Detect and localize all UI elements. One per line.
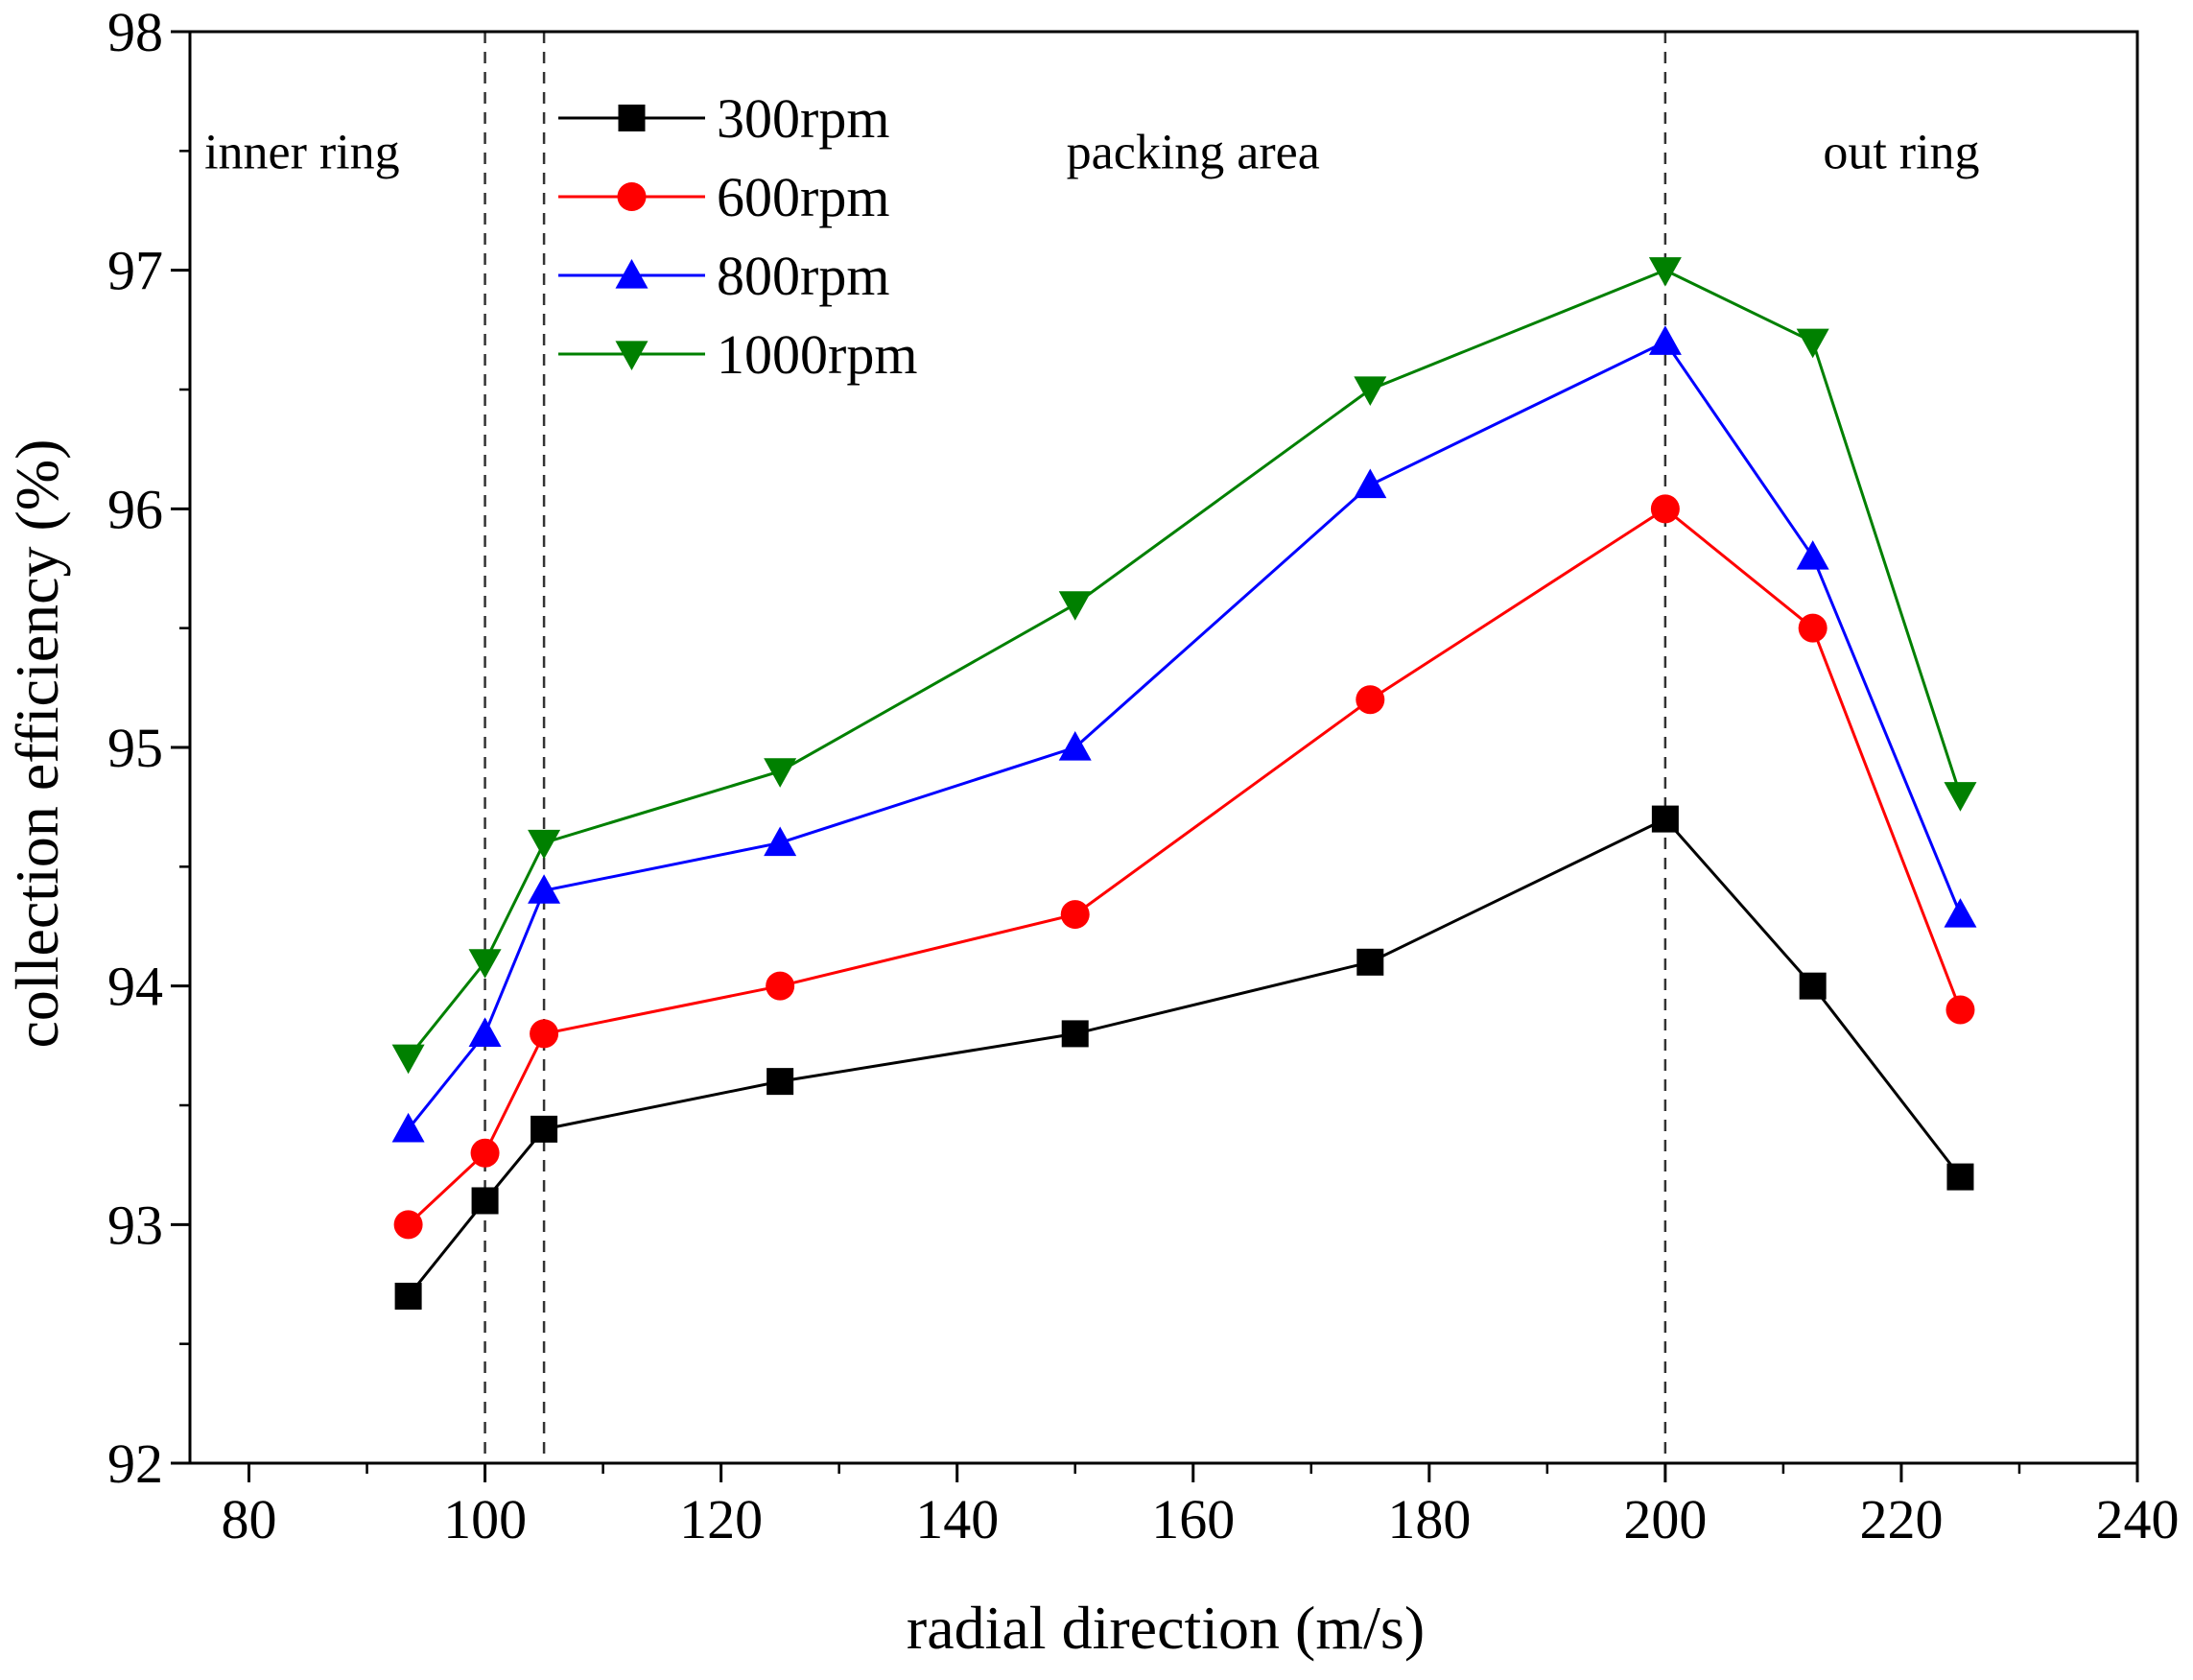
x-tick-label: 180 — [1387, 1488, 1471, 1550]
y-tick-label: 97 — [107, 240, 163, 302]
plot-frame — [188, 30, 2139, 1465]
series-600rpm — [393, 494, 1975, 1240]
x-tick-label: 240 — [2096, 1488, 2180, 1550]
series-1000rpm — [391, 257, 1977, 1075]
data-point-300rpm — [1356, 948, 1384, 976]
data-point-1000rpm — [1058, 591, 1092, 621]
data-point-1000rpm — [468, 949, 502, 979]
data-point-800rpm — [1944, 898, 1977, 928]
data-point-300rpm — [1946, 1163, 1974, 1191]
data-point-1000rpm — [1796, 328, 1829, 359]
data-point-1000rpm — [528, 829, 561, 860]
data-point-800rpm — [528, 874, 561, 904]
series-line-800rpm — [407, 340, 1962, 1130]
x-tick-label: 100 — [443, 1488, 527, 1550]
data-point-800rpm — [1354, 468, 1387, 499]
x-tick-label: 220 — [1859, 1488, 1943, 1550]
data-point-600rpm — [530, 1019, 559, 1049]
y-tick-label: 93 — [107, 1194, 163, 1256]
data-point-300rpm — [531, 1115, 558, 1143]
series-line-1000rpm — [407, 269, 1962, 1059]
data-point-600rpm — [393, 1210, 423, 1240]
data-point-600rpm — [1356, 685, 1385, 715]
series-300rpm — [394, 805, 1974, 1310]
y-tick-label: 94 — [107, 956, 163, 1018]
series-layer — [391, 257, 1977, 1310]
data-point-300rpm — [471, 1187, 499, 1215]
legend: 300rpm 600rpm 800rpm 1000rpm — [558, 87, 917, 386]
legend-marker — [618, 105, 646, 131]
series-line-600rpm — [407, 507, 1962, 1226]
x-tick-label: 160 — [1151, 1488, 1235, 1550]
x-tick-label: 120 — [679, 1488, 763, 1550]
data-point-300rpm — [394, 1282, 422, 1310]
y-tick-label: 92 — [107, 1432, 163, 1495]
y-tick-label: 98 — [107, 1, 163, 63]
axes-layer: 80 100 120 140 160 180 200 220 240 92 93 94 95 96 97 98 — [107, 1, 2180, 1550]
series-800rpm — [391, 325, 1977, 1143]
data-point-800rpm — [1796, 540, 1829, 570]
series-line-300rpm — [407, 816, 1962, 1297]
y-tick-label: 95 — [107, 717, 163, 779]
legend-marker — [617, 182, 647, 211]
data-point-1000rpm — [391, 1044, 425, 1075]
data-point-600rpm — [1060, 900, 1090, 930]
data-point-300rpm — [766, 1068, 794, 1096]
legend-label: 600rpm — [717, 166, 889, 228]
legend-label: 300rpm — [717, 87, 889, 150]
legend-marker — [615, 259, 648, 289]
data-point-300rpm — [1061, 1020, 1089, 1048]
legend-entry-600rpm: 600rpm — [558, 166, 889, 228]
annotations-layer: inner ring packing area out ring — [204, 125, 1979, 179]
region-label-out-ring: out ring — [1823, 125, 1979, 179]
data-point-1000rpm — [1354, 376, 1387, 406]
region-label-packing-area: packing area — [1067, 125, 1320, 179]
y-tick-label: 96 — [107, 478, 163, 540]
data-point-1000rpm — [764, 758, 797, 788]
region-label-inner-ring: inner ring — [204, 125, 400, 179]
x-tick-label: 200 — [1623, 1488, 1707, 1550]
x-axis-title: radial direction (m/s) — [907, 1594, 1425, 1662]
y-axis-title: collection efficiency (%) — [3, 439, 71, 1049]
data-point-800rpm — [468, 1017, 502, 1047]
data-point-600rpm — [1945, 995, 1975, 1025]
reference-lines-layer — [483, 32, 1667, 1463]
data-point-300rpm — [1651, 805, 1679, 833]
x-tick-label: 80 — [222, 1488, 277, 1550]
legend-entry-1000rpm: 1000rpm — [558, 323, 917, 386]
data-point-600rpm — [766, 971, 795, 1001]
x-tick-label: 140 — [915, 1488, 999, 1550]
data-point-800rpm — [764, 826, 797, 857]
legend-label: 1000rpm — [717, 323, 917, 386]
data-point-1000rpm — [1944, 782, 1977, 812]
legend-label: 800rpm — [717, 245, 889, 307]
data-point-800rpm — [1648, 325, 1682, 355]
data-point-600rpm — [470, 1138, 500, 1168]
data-point-600rpm — [1798, 613, 1828, 643]
data-point-800rpm — [1058, 731, 1092, 761]
data-point-600rpm — [1650, 494, 1680, 524]
data-point-800rpm — [391, 1112, 425, 1143]
legend-marker — [615, 341, 648, 370]
data-point-1000rpm — [1648, 257, 1682, 287]
legend-entry-300rpm: 300rpm — [558, 87, 889, 150]
legend-entry-800rpm: 800rpm — [558, 245, 889, 307]
data-point-300rpm — [1799, 972, 1827, 1000]
